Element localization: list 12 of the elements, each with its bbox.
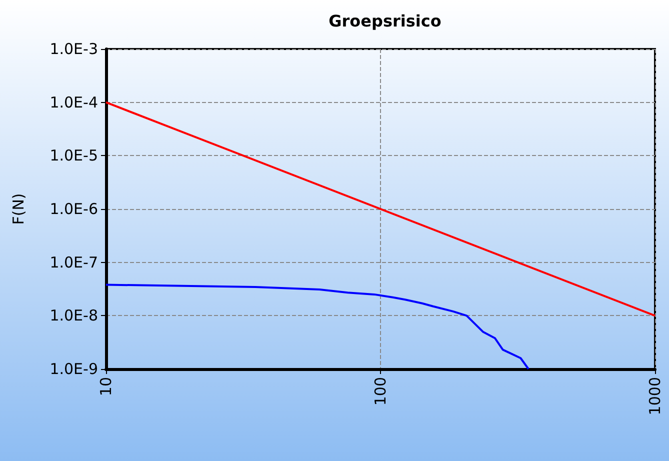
- y-tick-label: 1.0E-8: [50, 306, 98, 325]
- x-tick-label: 1000: [646, 377, 664, 416]
- y-tick-label: 1.0E-7: [50, 253, 98, 272]
- y-tick-label: 1.0E-4: [50, 93, 98, 112]
- y-tick-label: 1.0E-5: [50, 146, 98, 165]
- chart-title: Groepsrisico: [328, 12, 442, 30]
- x-tick-label: 100: [372, 377, 390, 406]
- x-tick-label: 10: [97, 377, 115, 396]
- y-axis-title: F(N): [10, 193, 28, 225]
- y-tick-label: 1.0E-9: [50, 360, 98, 378]
- y-tick-label: 1.0E-6: [50, 200, 98, 218]
- y-tick-label: 1.0E-3: [50, 40, 98, 58]
